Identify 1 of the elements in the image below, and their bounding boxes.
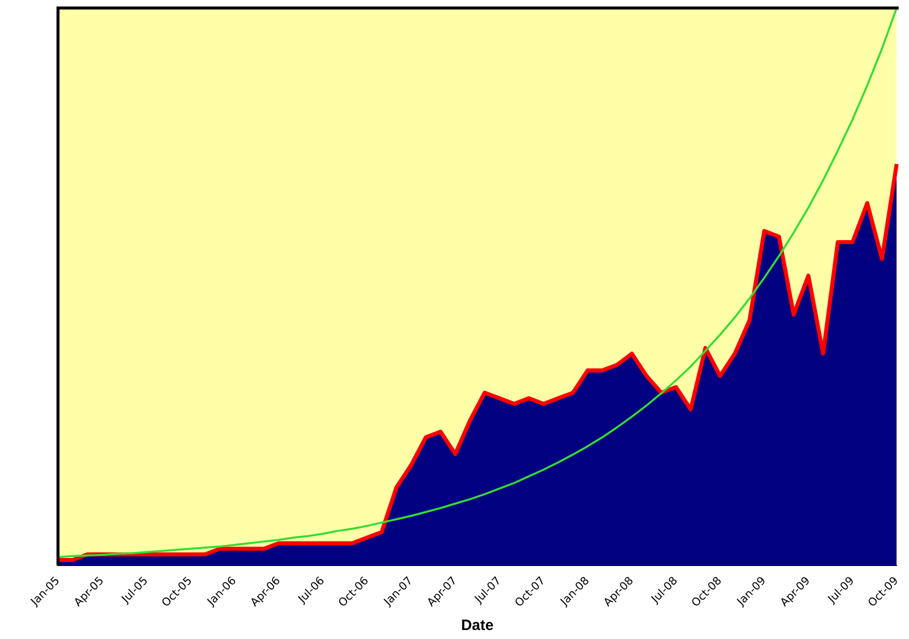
x-axis-title: Date bbox=[461, 617, 494, 634]
